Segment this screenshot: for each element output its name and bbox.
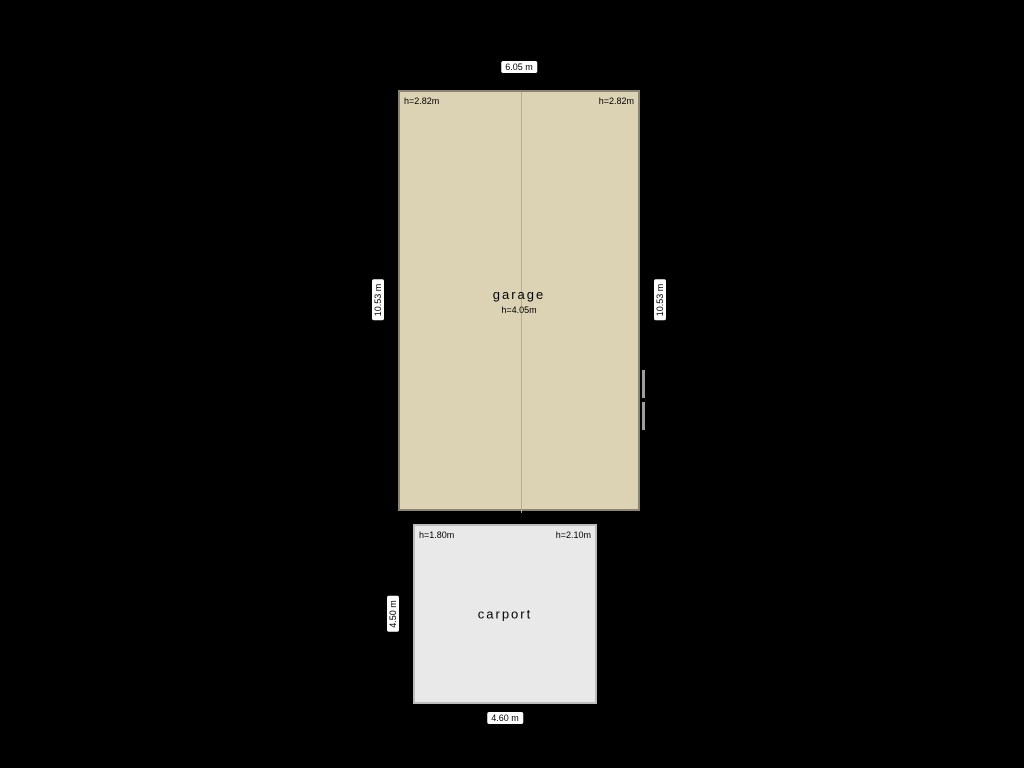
dim-garage-left-height: 10.53 m [372,280,384,321]
garage-height: h=4.05m [493,305,545,315]
carport-name: carport [478,607,532,622]
carport-corner-height-tr: h=2.10m [556,530,591,540]
carport-corner-height-tl: h=1.80m [419,530,454,540]
garage-right-door-icon [642,370,645,398]
room-garage: h=2.82m h=2.82m garage h=4.05m [398,90,640,511]
garage-corner-height-tl: h=2.82m [404,96,439,106]
garage-name: garage [493,287,545,302]
garage-corner-height-tr: h=2.82m [599,96,634,106]
room-carport: h=1.80m h=2.10m carport [413,524,597,704]
garage-label: garage h=4.05m [493,287,545,315]
dim-carport-bottom-width: 4.60 m [487,712,523,724]
dim-garage-right-height: 10.53 m [654,280,666,321]
garage-right-door-icon [642,402,645,430]
carport-label: carport [478,607,532,622]
dim-garage-top-width: 6.05 m [501,61,537,73]
dim-carport-left-height: 4.50 m [387,596,399,632]
floorplan-stage: h=2.82m h=2.82m garage h=4.05m h=1.80m h… [0,0,1024,768]
